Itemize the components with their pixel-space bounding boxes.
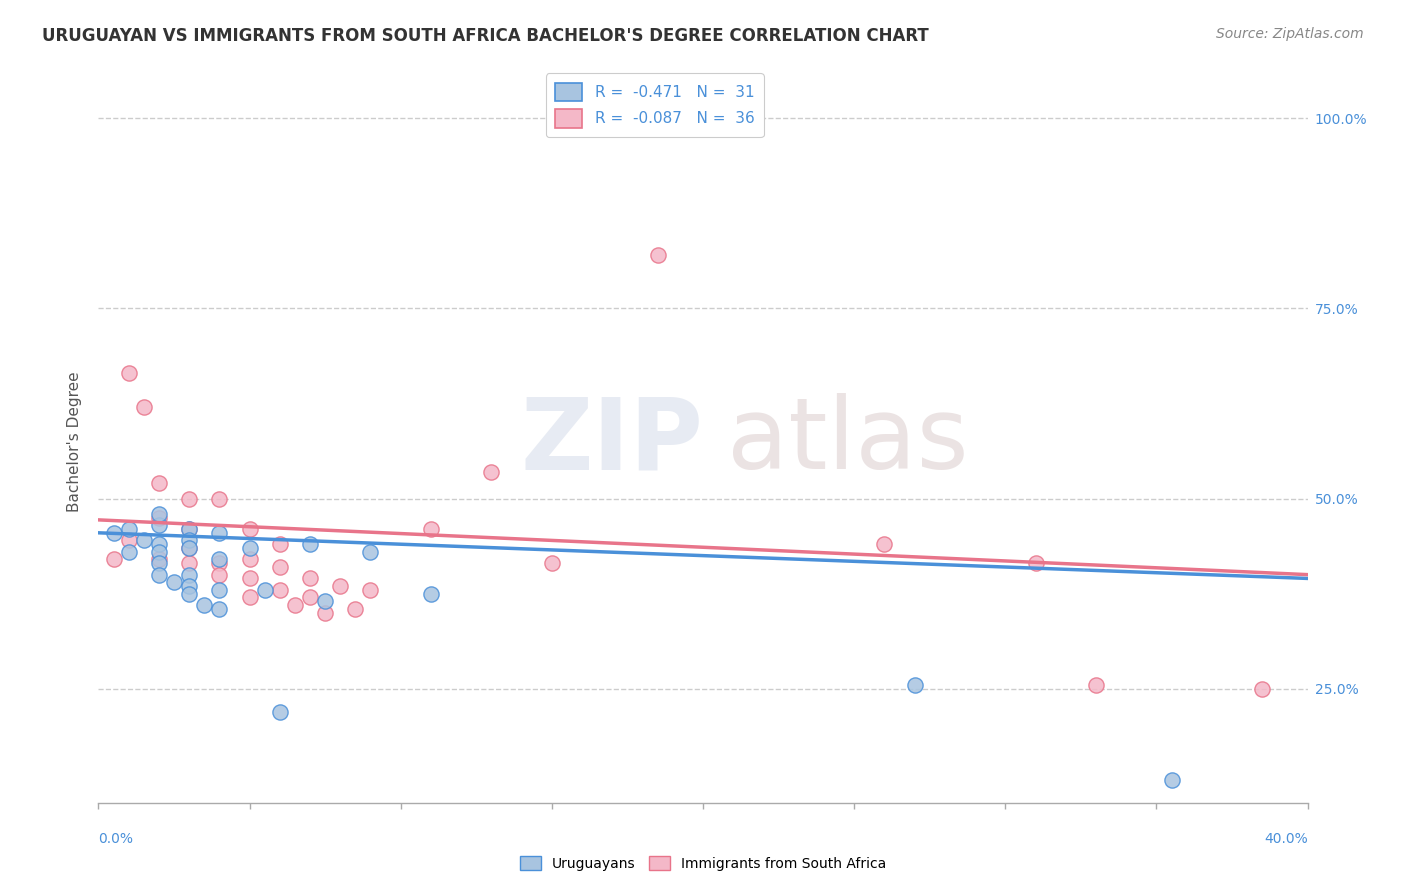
Text: URUGUAYAN VS IMMIGRANTS FROM SOUTH AFRICA BACHELOR'S DEGREE CORRELATION CHART: URUGUAYAN VS IMMIGRANTS FROM SOUTH AFRIC… — [42, 27, 929, 45]
Legend: R =  -0.471   N =  31, R =  -0.087   N =  36: R = -0.471 N = 31, R = -0.087 N = 36 — [546, 73, 763, 136]
Point — [179, 522, 201, 536]
Point — [103, 552, 125, 566]
Point — [253, 582, 276, 597]
Point — [299, 571, 322, 585]
Point — [299, 537, 322, 551]
Point — [314, 594, 336, 608]
Point — [360, 582, 382, 597]
Point — [118, 545, 141, 559]
Point — [208, 567, 231, 582]
Text: atlas: atlas — [727, 393, 969, 490]
Point — [1024, 556, 1046, 570]
Point — [148, 510, 170, 524]
Point — [420, 587, 443, 601]
Y-axis label: Bachelor's Degree: Bachelor's Degree — [67, 371, 83, 512]
Point — [148, 552, 170, 566]
Point — [481, 465, 503, 479]
Point — [118, 522, 141, 536]
Point — [1251, 681, 1274, 696]
Point — [179, 541, 201, 555]
Point — [132, 401, 155, 415]
Point — [193, 598, 215, 612]
Point — [360, 545, 382, 559]
Legend: Uruguayans, Immigrants from South Africa: Uruguayans, Immigrants from South Africa — [515, 850, 891, 876]
Point — [1160, 772, 1182, 787]
Point — [269, 582, 291, 597]
Point — [179, 556, 201, 570]
Point — [239, 541, 262, 555]
Point — [269, 705, 291, 719]
Point — [208, 491, 231, 506]
Point — [179, 587, 201, 601]
Point — [239, 552, 262, 566]
Point — [269, 560, 291, 574]
Point — [208, 525, 231, 540]
Point — [344, 602, 367, 616]
Point — [179, 491, 201, 506]
Point — [647, 248, 669, 262]
Point — [1085, 678, 1108, 692]
Point — [314, 606, 336, 620]
Point — [148, 556, 170, 570]
Point — [179, 533, 201, 548]
Point — [329, 579, 352, 593]
Point — [148, 476, 170, 491]
Point — [208, 602, 231, 616]
Point — [299, 591, 322, 605]
Point — [420, 522, 443, 536]
Text: 0.0%: 0.0% — [98, 831, 134, 846]
Point — [284, 598, 307, 612]
Point — [118, 366, 141, 380]
Text: 40.0%: 40.0% — [1264, 831, 1308, 846]
Point — [132, 533, 155, 548]
Point — [179, 541, 201, 555]
Point — [148, 507, 170, 521]
Point — [179, 567, 201, 582]
Point — [163, 575, 186, 590]
Point — [208, 556, 231, 570]
Point — [239, 522, 262, 536]
Point — [103, 525, 125, 540]
Point — [179, 522, 201, 536]
Point — [540, 556, 562, 570]
Point — [239, 571, 262, 585]
Point — [208, 582, 231, 597]
Point — [148, 545, 170, 559]
Text: ZIP: ZIP — [520, 393, 703, 490]
Point — [148, 537, 170, 551]
Point — [179, 579, 201, 593]
Text: Source: ZipAtlas.com: Source: ZipAtlas.com — [1216, 27, 1364, 41]
Point — [269, 537, 291, 551]
Point — [208, 552, 231, 566]
Point — [148, 567, 170, 582]
Point — [904, 678, 927, 692]
Point — [239, 591, 262, 605]
Point — [873, 537, 896, 551]
Point — [118, 533, 141, 548]
Point — [148, 518, 170, 533]
